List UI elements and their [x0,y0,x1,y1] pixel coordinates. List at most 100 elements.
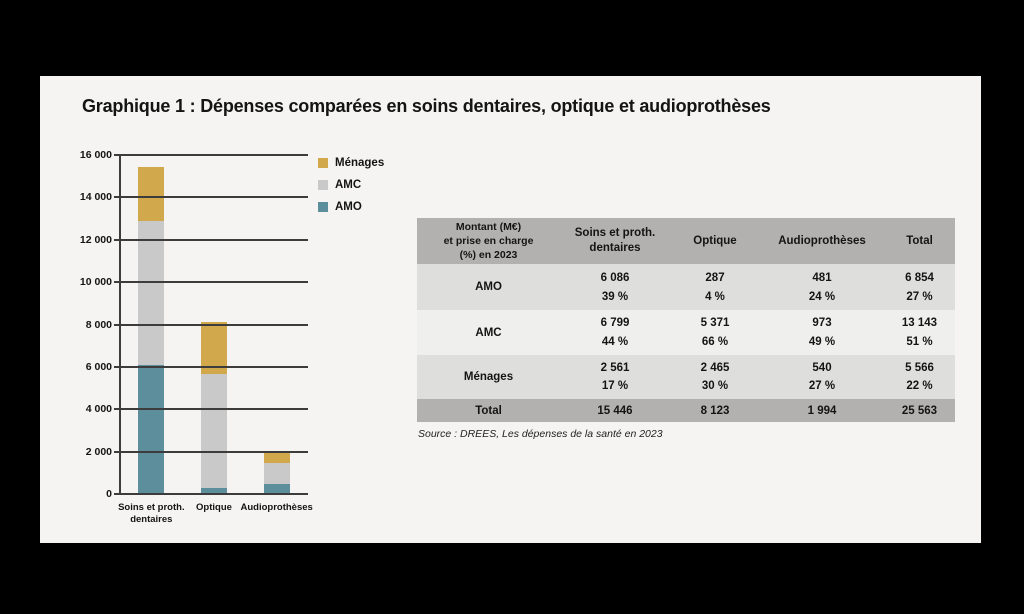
table-row: AMC 6 799 44 % 5 371 66 % 973 49 % 13 14… [417,310,955,355]
y-axis-tick-label: 12 000 [79,233,112,246]
table-cell: 5 371 66 % [670,310,760,355]
cell-percent: 39 % [601,290,629,303]
y-axis-tick-label: 10 000 [79,276,112,289]
cell-value: 2 561 [600,362,630,374]
gridline [120,408,308,411]
cell-percent: 51 % [906,335,933,348]
cell-value: 6 799 [600,317,630,330]
legend-label: AMO [335,201,362,213]
y-axis-tick [114,323,120,326]
chart-title: Graphique 1 : Dépenses comparées en soin… [82,96,771,116]
table-column-header: Total [906,234,933,247]
gridline [120,154,308,156]
bar-segment-amc [263,463,290,484]
row-label: Ménages [463,371,514,383]
legend-item-amc: AMC [318,179,384,191]
x-axis-label: Soins et proth. dentaires [118,502,185,526]
row-label: AMO [475,281,502,293]
y-axis-tick [114,450,120,453]
stacked-bar-chart: Ménages AMC AMO Soins et proth. dentaires O… [40,76,420,543]
cell-percent: 44 % [601,335,629,348]
cell-value: 13 143 [901,317,938,330]
cell-percent: 49 % [808,335,836,348]
bar-segment-ménages [201,321,227,375]
legend-label: Ménages [335,157,385,169]
legend-swatch-icon [318,158,328,168]
y-axis-tick-label: 6 000 [85,360,112,373]
cell-percent: 24 % [808,290,836,303]
row-label: AMC [475,326,502,339]
legend-item-amo: AMO [318,201,384,213]
cell-value: 6 086 [600,271,630,284]
cell-percent: 27 % [906,290,933,303]
gridline [120,450,308,453]
legend-item-ménages: Ménages [318,157,384,169]
bar-segment-ménages [263,451,290,464]
y-axis-tick [114,365,120,368]
y-axis-line [119,155,121,495]
bar-segment-amc [138,220,165,366]
cell-value: 5 371 [700,317,730,330]
table-cell: 973 49 % [760,310,884,355]
gridline [120,238,308,241]
gridline [120,493,308,495]
bar-segment-amo [263,483,290,494]
cell-percent: 22 % [906,380,933,392]
y-axis-tick [114,154,120,156]
table-cell: 6 854 27 % [884,264,955,310]
cell-value: 1 994 [807,404,837,417]
table-cell: 2 465 30 % [670,355,760,399]
table-cell: 6 086 39 % [560,264,670,310]
cell-value: 8 123 [700,404,730,417]
cell-value: 540 [812,362,832,374]
table-cell: 2 561 17 % [560,355,670,399]
source-note: Source : DREES, Les dépenses de la santé… [418,428,663,440]
y-axis-tick [114,493,120,495]
table-cell: 540 27 % [760,355,884,399]
gridline [120,323,308,326]
cell-percent: 4 % [705,290,725,303]
x-axis-label: Audioprothèses [240,502,313,513]
cell-value: 25 563 [901,404,938,417]
y-axis-tick-label: 16 000 [79,149,112,161]
cell-value: 5 566 [905,362,934,374]
y-axis-tick-label: 2 000 [85,445,112,458]
cell-percent: 27 % [808,380,836,392]
table-cell: 481 24 % [760,264,884,310]
y-axis-tick [114,281,120,284]
y-axis-tick [114,238,120,241]
table-column-header: Audioprothèses [778,234,866,247]
table-cell: 6 799 44 % [560,310,670,355]
cell-value: 481 [812,271,832,284]
y-axis-tick-label: 0 [106,488,112,500]
table-row: Ménages 2 561 17 % 2 465 30 % 540 27 % 5… [417,355,955,399]
bar-segment-amc [201,374,227,488]
row-label: Total [475,404,502,417]
cell-percent: 17 % [601,380,629,392]
bar-segment-amo [201,487,227,494]
cell-percent: 66 % [701,335,729,348]
legend-swatch-icon [318,202,328,212]
gridline [120,196,308,199]
cell-value: 15 446 [597,404,633,417]
y-axis-tick-label: 8 000 [85,318,112,331]
table-cell: 13 143 51 % [884,310,955,355]
gridline [120,281,308,284]
legend-label: AMC [335,179,362,191]
cell-value: 973 [812,317,832,330]
y-axis-tick-label: 4 000 [85,403,112,416]
bar-segment-ménages [138,166,165,221]
y-axis-tick [114,408,120,411]
table-corner-header: Montant (M€) et prise en charge (%) en 2… [443,220,534,262]
x-axis-label: Optique [196,502,232,513]
gridline [120,365,308,368]
chart-legend: Ménages AMC AMO [318,157,384,213]
data-table: Montant (M€) et prise en charge (%) en 2… [417,218,955,422]
table-total-row: Total 15 446 8 123 1 994 25 563 [417,399,955,422]
bar-segment-amo [138,365,165,494]
cell-value: 2 465 [700,362,730,374]
y-axis-tick-label: 14 000 [79,191,112,204]
table-cell: 5 566 22 % [884,355,955,399]
table-cell: 287 4 % [670,264,760,310]
